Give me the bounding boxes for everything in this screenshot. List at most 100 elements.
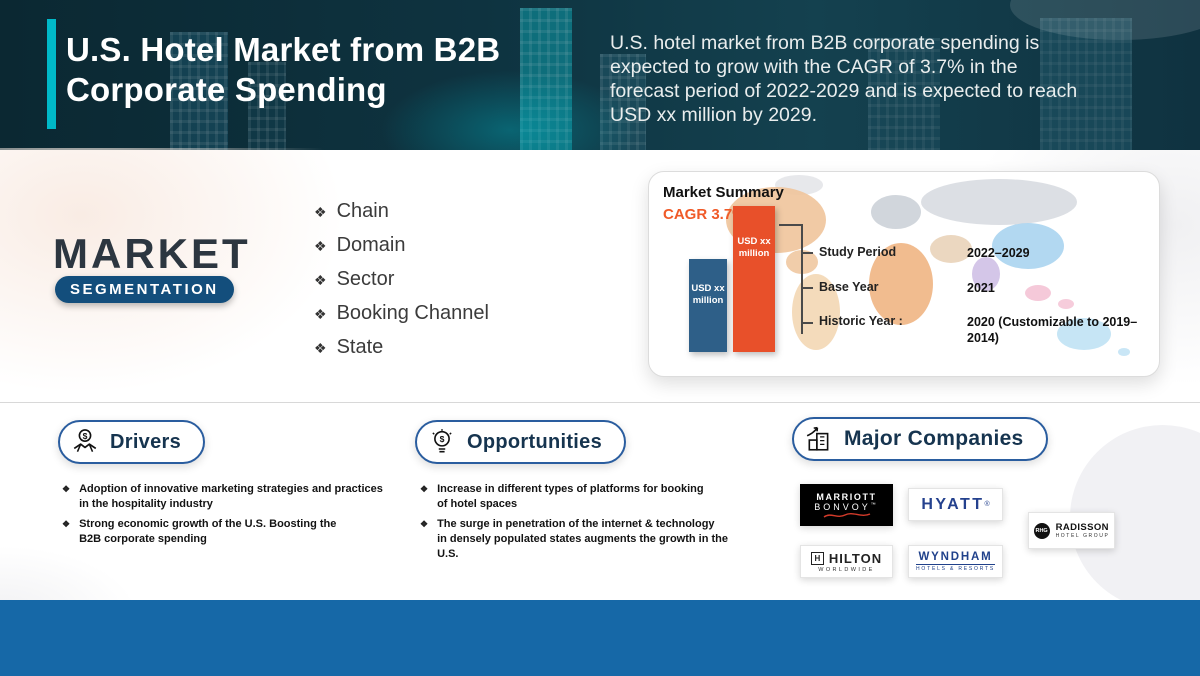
- svg-text:$: $: [440, 434, 445, 444]
- bracket-tick: [801, 252, 813, 254]
- opportunity-item-line: of hotel spaces: [437, 497, 518, 510]
- radisson-wordmark: RADISSON HOTEL GROUP: [1056, 522, 1110, 539]
- diamond-bullet-icon: ❖: [314, 306, 327, 322]
- segmentation-item: ❖ Chain: [314, 200, 489, 223]
- opportunities-heading: $ Opportunities: [415, 420, 627, 464]
- logo-radisson-hotel-group: RHG RADISSON HOTEL GROUP: [1028, 512, 1115, 549]
- handshake-dollar-icon: $: [70, 427, 100, 457]
- hyatt-wordmark: HYATT: [921, 495, 985, 513]
- building-silhouette: [1040, 18, 1132, 150]
- building-silhouette: [248, 62, 286, 150]
- segmentation-list: ❖ Chain ❖ Domain ❖ Sector ❖ Booking Chan…: [314, 200, 489, 370]
- bracket-line: [779, 224, 803, 226]
- segmentation-item: ❖ Booking Channel: [314, 302, 489, 325]
- registered-symbol: ®: [984, 501, 990, 508]
- segmentation-item: ❖ Sector: [314, 268, 489, 291]
- summary-row-label: Historic Year :: [819, 314, 903, 328]
- major-companies-label: Major Companies: [844, 427, 1024, 450]
- market-segmentation-title: MARKET: [53, 230, 251, 277]
- section-divider: [0, 402, 1200, 403]
- wyndham-name: WYNDHAM: [918, 551, 993, 563]
- building-silhouette: [868, 38, 940, 150]
- hilton-subtitle: WORLDWIDE: [818, 566, 875, 573]
- hilton-name: HILTON: [828, 550, 883, 566]
- bar-base-year: USD xx million: [689, 259, 727, 352]
- segmentation-item-label: State: [336, 336, 384, 358]
- bonvoy-script-flourish: [823, 512, 870, 518]
- diamond-bullet-icon: ❖: [314, 204, 327, 220]
- opportunities-label: Opportunities: [467, 430, 603, 453]
- radisson-name: RADISSON: [1055, 522, 1109, 533]
- radisson-subtitle: HOTEL GROUP: [1055, 533, 1110, 539]
- logo-hilton-worldwide: H HILTON WORLDWIDE: [800, 545, 893, 578]
- world-map: [726, 175, 1130, 356]
- segmentation-item-label: Domain: [336, 234, 406, 256]
- driver-item: ❖ Adoption of innovative marketing strat…: [62, 482, 392, 512]
- opportunity-item-line: Increase in different types of platforms…: [437, 483, 704, 495]
- building-silhouette: [520, 8, 572, 150]
- building-silhouette: [600, 54, 646, 150]
- description-line: forecast period of 2022-2029 and is expe…: [610, 79, 1078, 102]
- segmentation-badge: SEGMENTATION: [55, 276, 234, 303]
- logo-marriott-bonvoy: MARRIOTT BONVOY™: [800, 484, 893, 526]
- segmentation-item-label: Sector: [336, 268, 395, 290]
- diamond-bullet-icon: ❖: [314, 272, 327, 288]
- diamond-bullet-icon: ❖: [62, 484, 71, 494]
- radisson-badge-icon: RHG: [1033, 522, 1050, 539]
- hilton-h-icon: H: [810, 551, 824, 565]
- bar-value-label: USD xx million: [737, 236, 771, 260]
- driver-item-line: in the hospitality industry: [79, 497, 213, 510]
- market-summary-title: Market Summary: [663, 184, 784, 201]
- trademark-symbol: ™: [870, 501, 879, 508]
- diamond-bullet-icon: ❖: [420, 519, 429, 529]
- opportunity-item-text: The surge in penetration of the internet…: [437, 517, 750, 562]
- diamond-bullet-icon: ❖: [314, 238, 327, 254]
- bar-value-label: USD xx million: [691, 283, 725, 307]
- major-companies-heading: Major Companies: [792, 417, 1048, 461]
- bonvoy-wordmark: BONVOY™: [814, 501, 879, 512]
- opportunity-item: ❖ Increase in different types of platfor…: [420, 482, 750, 512]
- driver-item-line: Strong economic growth of the U.S. Boost…: [79, 518, 337, 530]
- opportunity-item-line: The surge in penetration of the internet…: [437, 518, 715, 530]
- driver-item: ❖ Strong economic growth of the U.S. Boo…: [62, 517, 392, 547]
- driver-item-line: Adoption of innovative marketing strateg…: [79, 483, 383, 495]
- buildings-growth-icon: [804, 424, 834, 454]
- page-title-line2: Corporate Spending: [66, 71, 387, 109]
- page-title: U.S. Hotel Market from B2B Corporate Spe…: [66, 30, 500, 111]
- segmentation-item: ❖ Domain: [314, 234, 489, 257]
- opportunity-item: ❖ The surge in penetration of the intern…: [420, 517, 750, 562]
- description-line: expected to grow with the CAGR of 3.7% i…: [610, 55, 1018, 78]
- diamond-bullet-icon: ❖: [314, 340, 327, 356]
- summary-row-label: Base Year: [819, 280, 879, 294]
- drivers-label: Drivers: [110, 430, 182, 453]
- summary-row-study-period: Study Period 2022–2029: [819, 245, 1151, 261]
- segmentation-item-label: Booking Channel: [336, 302, 489, 324]
- driver-item-line: B2B corporate spending: [79, 532, 207, 545]
- diamond-bullet-icon: ❖: [62, 519, 71, 529]
- wyndham-subtitle: HOTELS & RESORTS: [916, 564, 995, 572]
- footer-bar: f More info: www.databridgemarketresearc…: [0, 600, 1200, 676]
- opportunity-item-text: Increase in different types of platforms…: [437, 482, 703, 512]
- header-banner: U.S. Hotel Market from B2B Corporate Spe…: [0, 0, 1200, 150]
- description-line: USD xx million by 2029.: [610, 103, 817, 126]
- hilton-wordmark: H HILTON: [810, 550, 883, 566]
- diamond-bullet-icon: ❖: [420, 484, 429, 494]
- summary-row-value: 2020 (Customizable to 2019–2014): [967, 315, 1138, 346]
- bracket-line: [801, 224, 803, 334]
- summary-row-historic-year: Historic Year : 2020 (Customizable to 20…: [819, 314, 1151, 347]
- building-silhouette: [170, 32, 228, 150]
- description-line: U.S. hotel market from B2B corporate spe…: [610, 32, 1040, 54]
- marriott-wordmark: MARRIOTT: [816, 491, 877, 502]
- summary-row-value: 2022–2029: [967, 246, 1030, 260]
- segmentation-item-label: Chain: [336, 200, 389, 222]
- teal-glow-decoration: [380, 70, 640, 150]
- market-summary-card: Market Summary CAGR 3.7% USD xx million …: [648, 171, 1160, 377]
- bracket-tick: [801, 322, 813, 324]
- segmentation-item: ❖ State: [314, 336, 489, 359]
- driver-item-text: Adoption of innovative marketing strateg…: [79, 482, 383, 512]
- opportunity-item-line: in densely populated states augments the…: [437, 532, 729, 560]
- logo-hyatt: HYATT ®: [908, 488, 1003, 521]
- logo-wyndham: WYNDHAM HOTELS & RESORTS: [908, 545, 1003, 578]
- cagr-value: CAGR 3.7%: [663, 206, 746, 223]
